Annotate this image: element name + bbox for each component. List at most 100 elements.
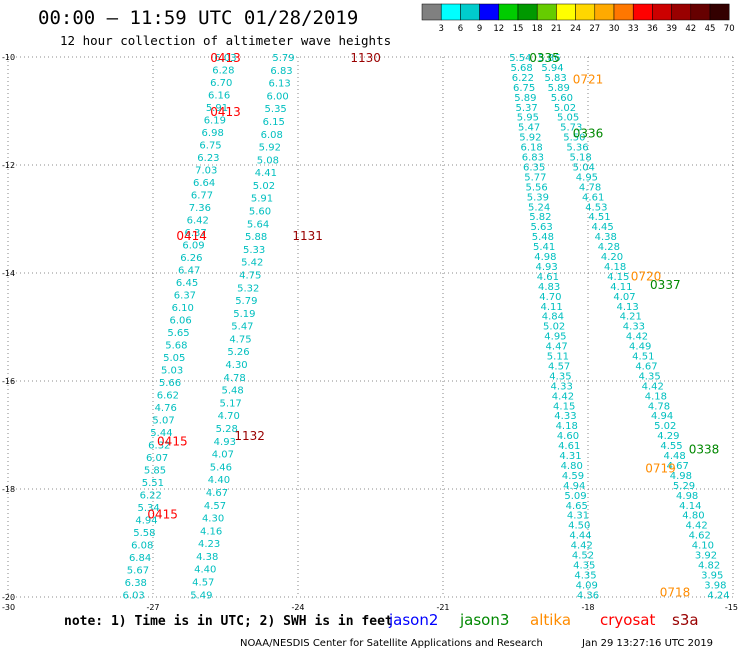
swh-value: 5.58 [133,528,155,539]
pass-time-label: 0721 [573,73,604,87]
x-tick-label: -21 [436,603,449,612]
color-scale-label: 33 [628,24,639,34]
swh-value: 3.92 [695,551,717,562]
swh-value: 6.22 [140,490,162,501]
swh-value: 6.07 [146,453,168,464]
swh-value: 5.64 [247,219,269,230]
swh-value: 5.63 [531,222,553,233]
swh-value: 6.37 [174,290,196,301]
swh-value: 6.77 [191,190,213,201]
swh-value: 4.78 [223,373,245,384]
swh-value: 6.00 [266,91,288,102]
swh-value: 5.24 [528,202,550,213]
legend-item-altika: altika [530,611,571,629]
swh-value: 6.16 [208,90,230,101]
swh-value: 5.42 [241,258,263,269]
swh-value: 4.78 [579,182,601,193]
footer-timestamp: Jan 29 13:27:16 UTC 2019 [581,638,713,649]
swh-value: 4.61 [537,272,559,283]
swh-value: 4.07 [613,292,635,303]
swh-value: 4.31 [559,451,581,462]
swh-value: 7.36 [189,203,211,214]
swh-value: 5.60 [249,207,271,218]
swh-value: 4.16 [200,526,222,537]
swh-value: 4.95 [576,172,598,183]
swh-value: 5.46 [210,462,232,473]
swh-value: 4.30 [202,514,224,525]
swh-value: 7.03 [195,165,217,176]
swh-value: 5.05 [557,113,579,124]
swh-value: 4.40 [208,475,230,486]
swh-value: 3.95 [701,570,723,581]
swh-value: 4.82 [698,560,720,571]
swh-value: 4.38 [595,232,617,243]
color-scale-swatch [498,3,519,21]
color-scale-label: 70 [724,24,735,34]
swh-value: 4.14 [679,501,701,512]
color-scale-label: 3 [438,24,443,34]
y-tick-label: -16 [2,377,15,386]
swh-value: 5.47 [231,322,253,333]
color-scale-label: 42 [685,24,696,34]
swh-value: 6.08 [261,130,283,141]
swh-value: 6.06 [170,315,192,326]
color-scale-label: 12 [493,24,504,34]
page-subtitle: 12 hour collection of altimeter wave hei… [60,33,391,48]
color-scale-label: 39 [666,24,677,34]
swh-value: 5.68 [510,63,532,74]
swh-value: 4.44 [569,531,591,542]
swh-value: 4.38 [196,552,218,563]
swh-value: 6.03 [123,590,145,601]
swh-value: 4.42 [571,541,593,552]
swh-value: 4.10 [692,541,714,552]
swh-value: 5.86 [538,53,560,64]
swh-value: 4.83 [538,282,560,293]
swh-value: 4.80 [561,461,583,472]
swh-value: 6.35 [523,162,545,173]
color-scale-label: 27 [589,24,600,34]
swh-value: 5.36 [566,143,588,154]
swh-value: 4.93 [214,437,236,448]
color-scale-label: 15 [513,24,524,34]
swh-value: 5.07 [152,415,174,426]
swh-value: 4.57 [204,501,226,512]
swh-value: 5.83 [544,73,566,84]
swh-value: 4.60 [557,431,579,442]
y-tick-label: -14 [2,269,15,278]
legend-item-s3a: s3a [672,611,699,629]
swh-value: 5.67 [127,565,149,576]
swh-value: 4.11 [541,302,563,313]
swh-value: 6.47 [178,265,200,276]
color-scale-label: 18 [532,24,543,34]
swh-value: 5.49 [190,590,212,601]
swh-value: 5.95 [517,113,539,124]
swh-value: 5.19 [233,309,255,320]
swh-value: 4.51 [632,352,654,363]
swh-value: 5.32 [237,283,259,294]
swh-value: 4.13 [617,302,639,313]
pass-time-label: 0337 [650,278,681,292]
swh-value: 5.65 [167,328,189,339]
color-scale-label: 30 [609,24,620,34]
pass-time-label: 0718 [660,586,691,600]
swh-value: 5.17 [220,398,242,409]
footer-credit: NOAA/NESDIS Center for Satellite Applica… [240,638,543,649]
color-scale-swatch [421,3,442,21]
swh-value: 5.66 [159,378,181,389]
swh-value: 5.92 [519,133,541,144]
swh-value: 6.22 [512,73,534,84]
swh-value: 4.94 [135,515,157,526]
swh-value: 5.35 [265,104,287,115]
legend: jason2 jason3 altika cryosat s3a [388,611,699,629]
swh-value: 4.21 [620,312,642,323]
swh-value: 4.49 [629,342,651,353]
swh-value: 4.67 [635,361,657,372]
swh-value: 5.44 [150,428,172,439]
color-scale-swatch [440,3,461,21]
swh-value: 5.02 [654,421,676,432]
swh-value: 4.53 [585,202,607,213]
swh-value: 5.91 [251,194,273,205]
pass-time-label: 0336 [573,127,604,141]
swh-value: 4.62 [689,531,711,542]
swh-value: 5.03 [161,365,183,376]
